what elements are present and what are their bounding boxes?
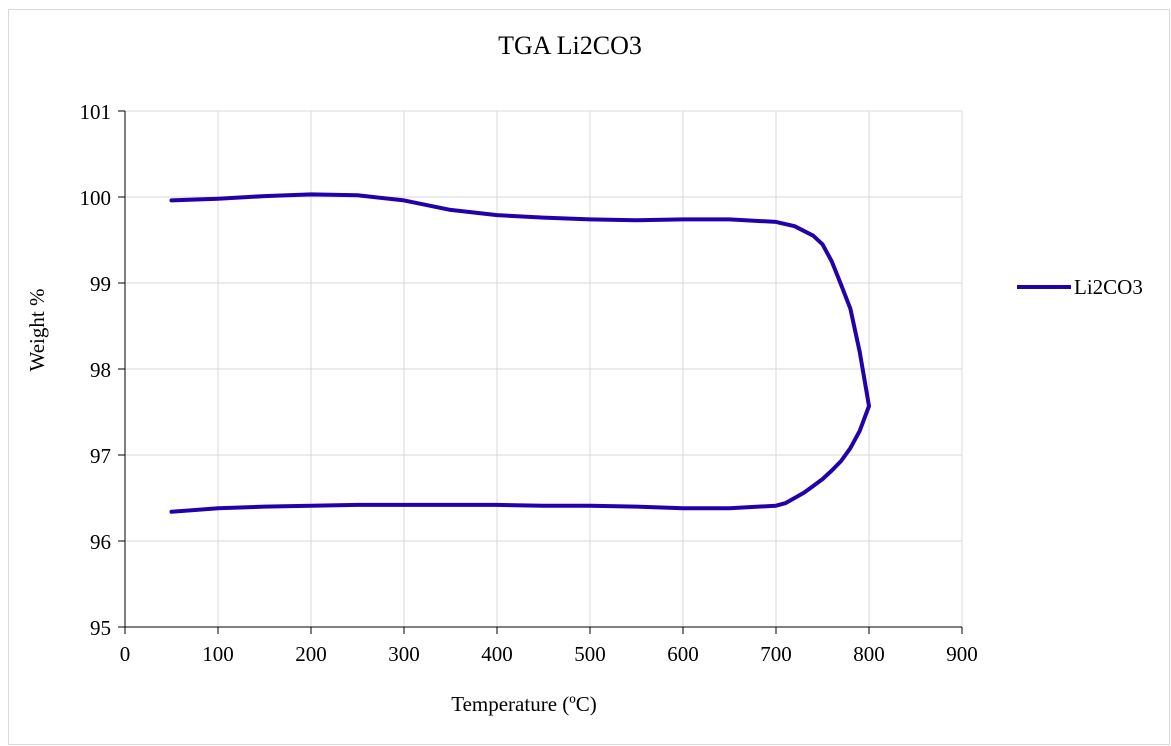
y-ticks: 95 96 97 98 99 100 101 (80, 100, 125, 640)
y-tick-label: 100 (80, 186, 112, 210)
x-tick-label: 700 (760, 642, 792, 666)
x-tick-label: 400 (481, 642, 513, 666)
x-tick-label: 600 (667, 642, 699, 666)
series-line-li2co3 (169, 192, 871, 514)
y-tick-label: 98 (90, 358, 111, 382)
x-axis-label: Temperature (ºC) (451, 692, 597, 716)
y-tick-label: 95 (90, 616, 111, 640)
x-tick-label: 300 (388, 642, 420, 666)
x-tick-label: 100 (202, 642, 234, 666)
y-tick-label: 101 (80, 100, 112, 124)
y-tick-label: 97 (90, 444, 111, 468)
series-layer (169, 192, 871, 514)
chart-frame (8, 9, 1170, 745)
x-tick-label: 200 (295, 642, 327, 666)
grid-lines (125, 110, 963, 627)
x-tick-label: 500 (574, 642, 606, 666)
x-tick-label: 800 (853, 642, 885, 666)
chart-title: TGA Li2CO3 (498, 31, 642, 60)
y-tick-label: 96 (90, 530, 111, 554)
legend: Li2CO3 (1017, 275, 1143, 299)
x-tick-label: 0 (120, 642, 131, 666)
x-ticks: 0 100 200 300 400 500 600 700 800 900 (120, 627, 978, 666)
x-tick-label: 900 (946, 642, 978, 666)
y-tick-label: 99 (90, 272, 111, 296)
y-axis-label: Weight % (25, 289, 49, 372)
legend-label-li2co3: Li2CO3 (1074, 275, 1143, 299)
